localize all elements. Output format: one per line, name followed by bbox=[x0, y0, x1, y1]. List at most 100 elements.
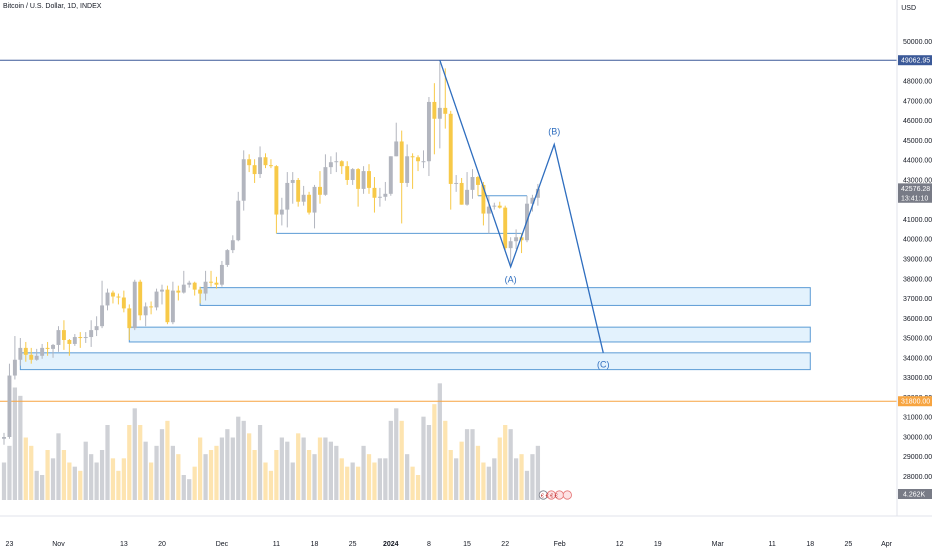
volume-bar bbox=[34, 470, 39, 500]
candle-body bbox=[492, 205, 497, 207]
volume-bar bbox=[29, 445, 34, 500]
volume-bar bbox=[45, 450, 50, 500]
y-tick-label: 30000.00 bbox=[903, 434, 932, 441]
x-tick-label: Apr bbox=[881, 541, 893, 548]
volume-bar bbox=[40, 475, 45, 500]
candle-body bbox=[203, 281, 208, 294]
candle-body bbox=[535, 188, 540, 198]
zones-layer bbox=[19, 287, 811, 371]
volume-bar bbox=[323, 437, 328, 500]
volume-bar bbox=[503, 425, 508, 500]
volume-bar bbox=[148, 462, 154, 500]
x-tick-label: Feb bbox=[554, 541, 566, 548]
x-tick-label: 13 bbox=[120, 541, 128, 548]
candle-body bbox=[2, 436, 6, 439]
chart-title: Bitcoin / U.S. Dollar, 1D, INDEX bbox=[3, 3, 102, 10]
y-tick-label: 37000.00 bbox=[903, 296, 932, 303]
volume-bar bbox=[99, 450, 105, 500]
candle-body bbox=[323, 167, 328, 195]
candle-body bbox=[470, 177, 475, 190]
volume-bar bbox=[306, 450, 312, 500]
candle-body bbox=[296, 179, 301, 202]
volume-bar bbox=[268, 470, 274, 500]
volume-bar bbox=[105, 425, 110, 500]
candle-body bbox=[388, 156, 393, 194]
wave-layer: (A) (B) (C) € € € € bbox=[439, 60, 610, 500]
volume-bar bbox=[181, 475, 186, 500]
price-label-text: 31800.00 bbox=[901, 399, 930, 406]
candle-body bbox=[105, 292, 110, 306]
volume-bar bbox=[78, 470, 83, 500]
candle-body bbox=[12, 359, 17, 376]
y-tick-label: 33000.00 bbox=[903, 375, 932, 382]
volume-bar bbox=[339, 458, 344, 500]
price-label-text: 13:41:10 bbox=[901, 195, 928, 202]
candle-body bbox=[465, 189, 470, 205]
candle-body bbox=[176, 290, 181, 293]
candle-body bbox=[443, 107, 448, 114]
candle-body bbox=[448, 113, 453, 184]
volume-bar bbox=[530, 454, 535, 500]
x-tick-label: Nov bbox=[52, 541, 65, 548]
volume-bar bbox=[72, 466, 77, 500]
candle-body bbox=[486, 206, 491, 214]
x-tick-label: 11 bbox=[769, 541, 776, 548]
volume-bar bbox=[127, 425, 132, 500]
candle-body bbox=[110, 292, 115, 297]
candle-body bbox=[236, 200, 241, 241]
volume-bar bbox=[279, 437, 284, 500]
candle-body bbox=[61, 330, 66, 340]
y-tick-label: 47000.00 bbox=[903, 98, 932, 105]
candle-body bbox=[345, 166, 350, 180]
volume-bar bbox=[219, 437, 225, 500]
x-tick-label: 18 bbox=[311, 541, 319, 548]
volume-bar bbox=[519, 454, 524, 500]
y-tick-label: 48000.00 bbox=[903, 79, 932, 86]
currency-event-icon bbox=[562, 490, 572, 500]
volume-bar bbox=[328, 441, 333, 500]
candle-body bbox=[514, 237, 519, 242]
candle-body bbox=[416, 157, 420, 162]
candle-body bbox=[405, 156, 410, 183]
y-tick-label: 28000.00 bbox=[903, 474, 932, 481]
volume-bar bbox=[110, 458, 116, 500]
volume-bar bbox=[454, 458, 459, 500]
volume-bar bbox=[426, 425, 432, 500]
volume-bar bbox=[317, 437, 323, 500]
candle-body bbox=[258, 157, 263, 175]
volume-bar bbox=[290, 462, 295, 500]
volume-bar bbox=[366, 454, 372, 500]
candle-body bbox=[290, 179, 295, 183]
candle-body bbox=[508, 241, 513, 249]
candle-body bbox=[367, 171, 371, 188]
candle-body bbox=[263, 157, 268, 166]
volume-bar bbox=[176, 454, 181, 500]
volume-bar bbox=[83, 441, 88, 500]
candle-body bbox=[78, 337, 83, 339]
candle-body bbox=[34, 355, 39, 360]
candle-body bbox=[72, 337, 77, 344]
volume-bar bbox=[508, 429, 513, 500]
volume-bar bbox=[170, 445, 176, 500]
volume-bar bbox=[132, 408, 137, 500]
candle-body bbox=[116, 296, 121, 298]
candle-body bbox=[127, 308, 132, 329]
candle-body bbox=[132, 281, 137, 329]
volume-bar bbox=[421, 416, 426, 500]
candle-body bbox=[143, 306, 148, 316]
candle-body bbox=[361, 171, 366, 189]
volume-bar bbox=[143, 441, 148, 500]
candle-body bbox=[23, 347, 28, 355]
candle-body bbox=[252, 165, 257, 175]
candle-body bbox=[214, 282, 219, 285]
volume-bar bbox=[524, 470, 530, 500]
volume-bar bbox=[274, 450, 279, 500]
candle-body bbox=[247, 159, 252, 166]
x-tick-label: 15 bbox=[463, 541, 471, 548]
candle-body bbox=[219, 264, 224, 285]
y-tick-label: 36000.00 bbox=[903, 316, 932, 323]
candle-body bbox=[519, 237, 524, 241]
candle-body bbox=[454, 182, 459, 184]
